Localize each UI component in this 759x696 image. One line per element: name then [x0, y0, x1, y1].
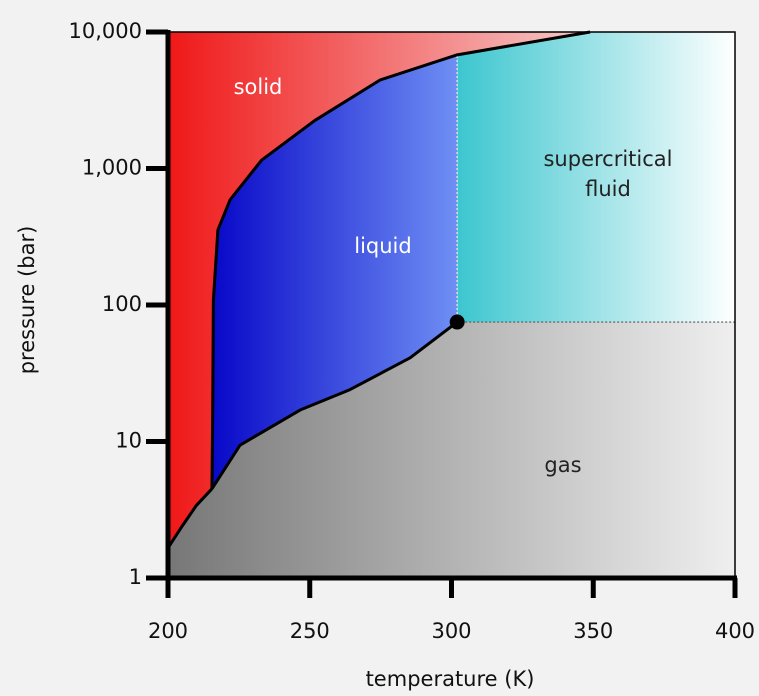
y-axis-label: pressure (bar): [15, 226, 39, 375]
region-label: supercritical: [543, 147, 672, 171]
y-tick-label: 100: [102, 292, 142, 316]
region-fill: [168, 32, 591, 548]
x-tick-label: 350: [573, 619, 613, 643]
x-tick-label: 300: [431, 619, 471, 643]
y-tick-label: 1: [129, 565, 142, 589]
y-tick-label: 1,000: [82, 156, 142, 180]
region-fill: [168, 322, 735, 578]
x-axis-label: temperature (K): [366, 667, 535, 691]
phase-boundary: [166, 487, 214, 549]
y-tick-label: 10,000: [69, 19, 142, 43]
phase-boundary: [210, 320, 459, 490]
region-label: gas: [544, 453, 581, 477]
critical-point: [449, 314, 465, 330]
x-tick-label: 400: [715, 619, 755, 643]
y-tick-label: 10: [115, 429, 142, 453]
region-label: solid: [234, 75, 283, 99]
x-tick-label: 250: [290, 619, 330, 643]
region-fill: [457, 32, 735, 323]
region-label: liquid: [354, 234, 411, 258]
x-tick-label: 200: [148, 619, 188, 643]
phase-boundary: [210, 30, 591, 489]
region-fill: [211, 54, 458, 489]
region-label: fluid: [585, 177, 631, 201]
